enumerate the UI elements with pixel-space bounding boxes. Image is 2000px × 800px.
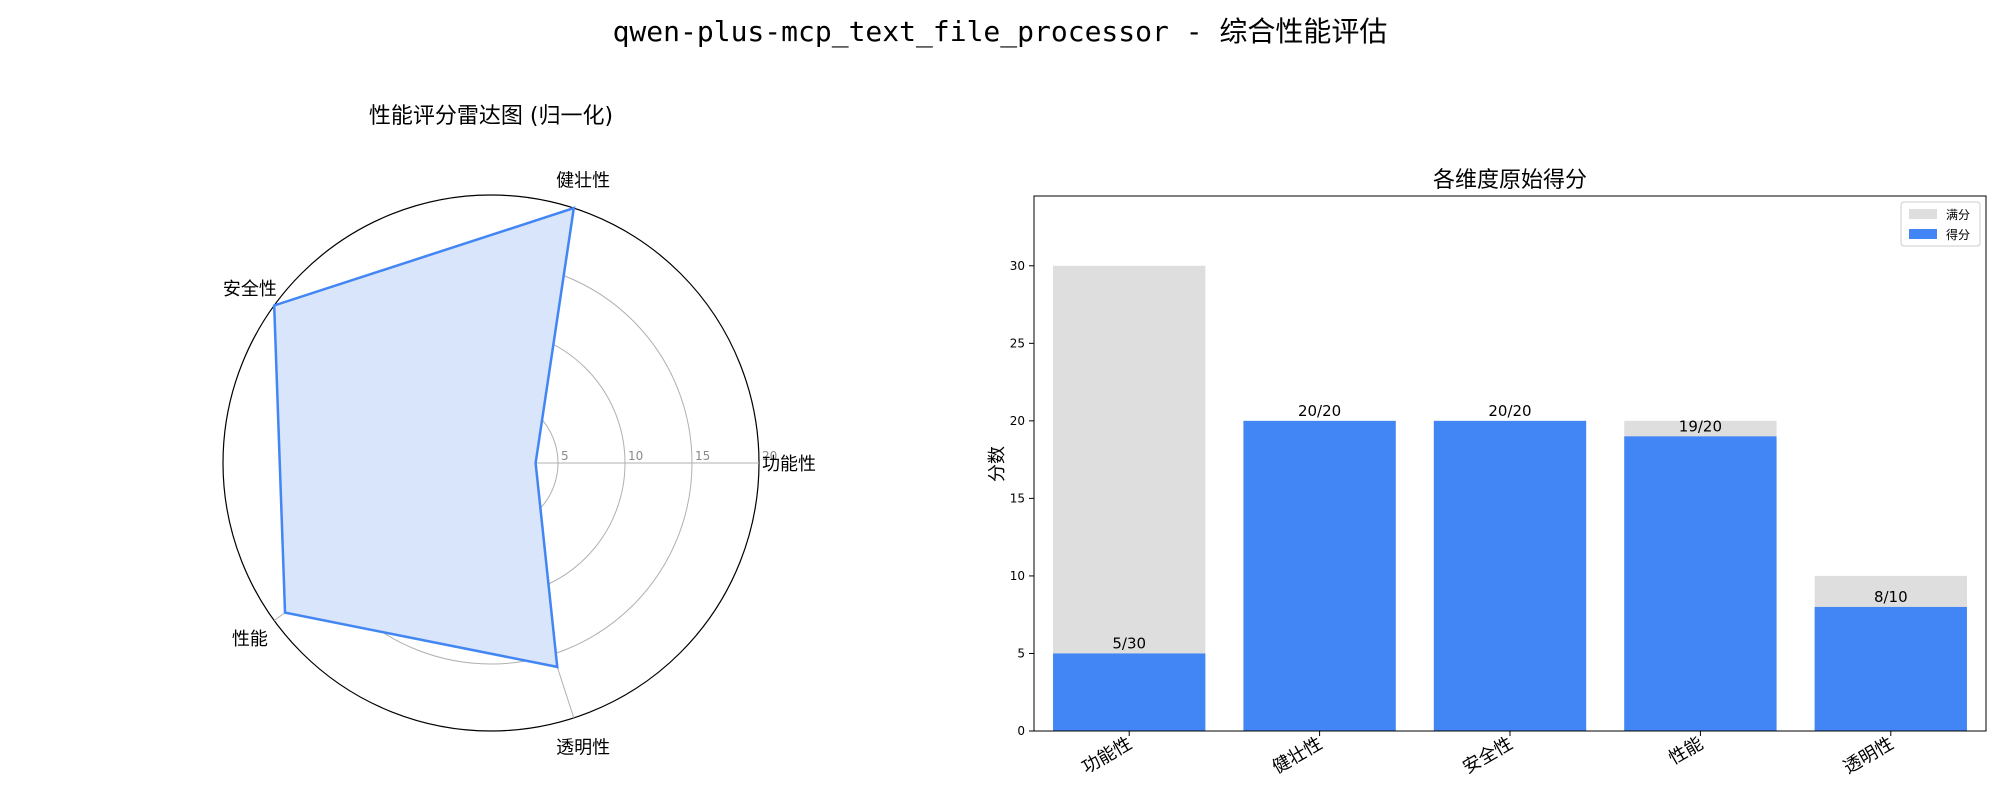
bar-value-label: 20/20 [1488, 402, 1531, 420]
radial-tick-label: 5 [561, 449, 569, 463]
score-bar [1433, 420, 1587, 731]
x-tick-label: 性能 [1665, 733, 1707, 769]
x-tick-label: 透明性 [1840, 733, 1897, 778]
score-bars [1053, 420, 1967, 731]
score-bar [1624, 436, 1777, 731]
y-tick-label: 10 [1010, 569, 1025, 583]
legend-label: 得分 [1946, 227, 1970, 242]
legend-label: 满分 [1946, 208, 1970, 222]
y-tick-label: 25 [1010, 336, 1025, 350]
x-tick-label: 功能性 [1078, 733, 1135, 778]
y-axis-label: 分数 [987, 446, 1008, 482]
radar-axis-label: 性能 [232, 629, 268, 650]
legend-swatch-full [1909, 209, 1937, 219]
bar-chart-title: 各维度原始得分 [1433, 168, 1587, 193]
radar-series [272, 206, 576, 669]
radial-tick-label: 10 [628, 449, 643, 463]
radar-axis-label: 安全性 [223, 279, 277, 300]
bar-value-labels: 5/30 20/20 20/20 19/20 8/10 [1112, 402, 1907, 653]
radar-axis-label: 透明性 [556, 737, 610, 758]
radar-chart-title: 性能评分雷达图 (归一化) [369, 104, 613, 129]
score-bar [1243, 420, 1396, 731]
score-bar [1814, 606, 1967, 731]
y-tick-label: 20 [1010, 414, 1025, 428]
radar-area [272, 206, 576, 669]
radial-tick-label: 15 [695, 449, 710, 463]
bar-value-label: 19/20 [1679, 417, 1722, 435]
y-tick-label: 0 [1017, 724, 1025, 738]
radial-tick-label: 20 [762, 449, 777, 463]
x-tick-label: 安全性 [1459, 733, 1516, 778]
bar-chart: 各维度原始得分 5/30 20/20 20/20 19/20 8/10 0 5 10 15 20… [987, 168, 1987, 778]
figure-title: qwen-plus-mcp_text_file_processor - 综合性能… [612, 15, 1388, 48]
radar-axis-label: 功能性 [762, 454, 816, 475]
legend-swatch-score [1909, 229, 1937, 239]
x-tick-label: 健壮性 [1269, 733, 1326, 778]
bar-value-label: 20/20 [1298, 402, 1341, 420]
score-bar [1053, 653, 1206, 731]
y-tick-label: 30 [1010, 259, 1025, 273]
y-tick-label: 15 [1010, 491, 1025, 505]
bar-value-label: 8/10 [1874, 588, 1908, 606]
bar-value-label: 5/30 [1112, 634, 1146, 652]
y-tick-label: 5 [1017, 646, 1025, 660]
radar-axis-label: 健壮性 [556, 171, 610, 192]
